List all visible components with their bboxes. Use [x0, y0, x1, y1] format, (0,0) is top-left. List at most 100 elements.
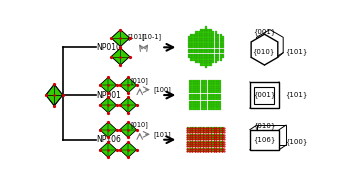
Bar	[200, 46, 202, 48]
Bar	[200, 41, 202, 43]
Bar	[212, 89, 214, 91]
Bar	[189, 87, 191, 89]
Bar	[207, 51, 210, 53]
Bar	[220, 44, 222, 46]
Polygon shape	[111, 30, 130, 46]
Bar	[219, 105, 221, 107]
Bar	[210, 87, 212, 89]
Bar	[190, 150, 192, 152]
Bar	[212, 91, 214, 93]
Bar	[203, 96, 205, 98]
Text: {001}: {001}	[253, 28, 276, 35]
Bar	[219, 101, 221, 103]
Bar	[187, 143, 189, 145]
Bar	[212, 61, 214, 63]
Bar	[222, 51, 224, 53]
Bar	[210, 91, 212, 93]
Bar	[194, 98, 196, 100]
Bar	[200, 131, 203, 133]
Bar	[203, 94, 205, 96]
Bar	[208, 108, 210, 110]
Bar	[219, 103, 221, 105]
Bar	[187, 150, 189, 152]
Text: NP010: NP010	[96, 43, 121, 52]
Bar	[191, 108, 194, 110]
Text: {101}: {101}	[285, 92, 308, 98]
Bar	[214, 56, 217, 58]
Bar	[217, 36, 219, 39]
Bar	[217, 134, 219, 136]
Bar	[214, 58, 217, 61]
Bar	[189, 105, 191, 107]
Bar	[195, 36, 197, 39]
Bar	[214, 61, 217, 63]
Bar	[206, 148, 208, 150]
Bar	[191, 105, 194, 107]
Bar	[205, 58, 207, 61]
Bar	[195, 39, 197, 41]
Bar	[210, 105, 212, 107]
Bar	[219, 148, 222, 150]
Bar	[214, 39, 217, 41]
Bar	[210, 34, 212, 36]
Bar	[205, 34, 207, 36]
Bar	[187, 134, 189, 136]
Bar	[198, 91, 201, 93]
Bar	[194, 87, 196, 89]
Text: {001}: {001}	[253, 92, 276, 98]
Bar	[203, 141, 205, 143]
Bar	[200, 49, 202, 51]
Bar	[217, 105, 219, 107]
Bar	[202, 61, 205, 63]
Bar	[208, 145, 211, 147]
Bar	[190, 34, 192, 36]
Bar	[190, 49, 192, 51]
Bar	[191, 82, 194, 84]
Bar	[194, 89, 196, 91]
Bar	[196, 91, 198, 93]
Bar	[191, 98, 194, 100]
Bar	[201, 105, 203, 107]
Bar	[210, 41, 212, 43]
Bar	[189, 98, 191, 100]
Bar	[217, 41, 219, 43]
Bar	[217, 34, 219, 36]
Bar	[198, 98, 201, 100]
Polygon shape	[120, 97, 137, 113]
Bar	[217, 53, 219, 56]
Bar	[203, 87, 205, 89]
Bar	[194, 91, 196, 93]
Bar	[194, 94, 196, 96]
Bar	[222, 138, 224, 140]
Bar	[208, 96, 210, 98]
Bar	[214, 51, 217, 53]
Bar	[192, 136, 195, 138]
Bar	[205, 41, 207, 43]
Bar	[195, 141, 197, 143]
Polygon shape	[250, 82, 279, 108]
Bar	[195, 127, 197, 129]
Bar	[197, 46, 200, 48]
Bar	[201, 89, 203, 91]
Bar	[217, 91, 219, 93]
Bar	[219, 134, 222, 136]
Bar	[198, 89, 201, 91]
Bar	[200, 36, 202, 39]
Bar	[210, 56, 212, 58]
Bar	[220, 51, 222, 53]
Bar	[195, 34, 197, 36]
Bar	[214, 49, 217, 51]
Polygon shape	[120, 122, 137, 137]
Bar	[210, 39, 212, 41]
Bar	[203, 131, 205, 133]
Bar	[210, 64, 212, 66]
Bar	[211, 127, 213, 129]
Bar	[217, 82, 219, 84]
Bar	[189, 94, 191, 96]
Bar	[200, 141, 203, 143]
Bar	[192, 150, 195, 152]
Bar	[205, 44, 207, 46]
Bar	[219, 82, 221, 84]
Bar	[196, 103, 198, 105]
Bar	[217, 108, 219, 110]
